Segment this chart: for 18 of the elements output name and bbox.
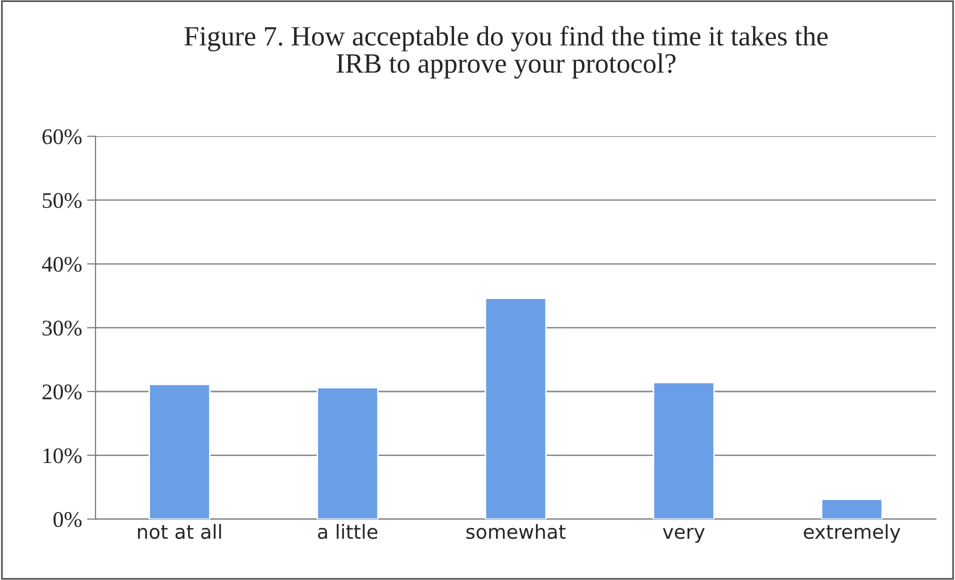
y-tick-label: 0% bbox=[54, 512, 82, 528]
y-tick-label: 30% bbox=[42, 320, 82, 336]
x-tick-label: somewhat bbox=[466, 524, 566, 540]
bar bbox=[148, 384, 210, 520]
bar bbox=[316, 386, 379, 520]
x-tick-label: very bbox=[662, 528, 705, 543]
y-tick-label: 40% bbox=[42, 256, 82, 272]
y-tick-label: 20% bbox=[42, 384, 82, 400]
x-tick-label: extremely bbox=[804, 524, 900, 543]
y-tick-label: 60% bbox=[42, 129, 82, 144]
chart-title: Figure 7. How acceptable do you find the time it takes the IRB to approve your protocol? bbox=[184, 26, 828, 79]
bar bbox=[820, 498, 883, 520]
x-tick-label: a little bbox=[318, 524, 378, 540]
bar bbox=[652, 382, 715, 520]
y-tick-label: 50% bbox=[42, 193, 82, 208]
x-tick-label: not at all bbox=[138, 524, 221, 540]
bar bbox=[484, 298, 547, 520]
y-tick-label: 10% bbox=[44, 448, 82, 464]
